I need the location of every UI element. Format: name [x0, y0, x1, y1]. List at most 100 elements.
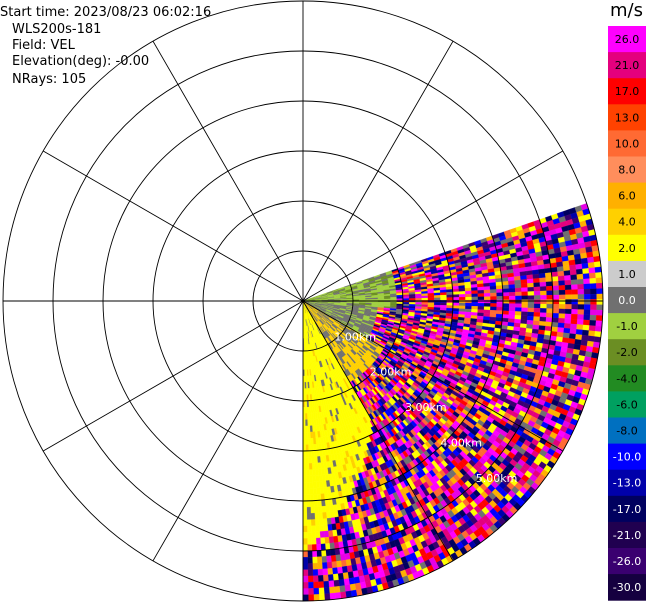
velocity-cell [312, 562, 318, 570]
velocity-cell [434, 302, 441, 306]
velocity-cell [307, 563, 313, 570]
velocity-cell [520, 275, 528, 281]
velocity-cell [311, 462, 316, 470]
velocity-cell [477, 296, 485, 301]
velocity-cell [306, 525, 312, 533]
velocity-cell [558, 304, 566, 310]
velocity-cell [320, 537, 326, 545]
velocity-cell [577, 304, 585, 310]
velocity-cell [306, 481, 310, 489]
velocity-cell [546, 312, 553, 318]
velocity-cell [336, 560, 342, 568]
velocity-cell [502, 288, 510, 293]
velocity-cell [427, 297, 435, 301]
velocity-cell [564, 318, 572, 325]
velocity-cell [483, 289, 491, 294]
velocity-cell [507, 276, 515, 282]
velocity-cell [313, 587, 320, 595]
velocity-cell [515, 299, 522, 304]
velocity-cell [582, 273, 590, 280]
velocity-cell [312, 481, 317, 489]
velocity-cell [502, 303, 510, 308]
velocity-cell [582, 324, 590, 331]
velocity-cell [310, 500, 315, 508]
velocity-cell [496, 303, 504, 308]
velocity-cell [552, 299, 560, 305]
velocity-cell [581, 262, 589, 270]
velocity-cell [322, 512, 327, 520]
velocity-cell [307, 425, 311, 433]
velocity-cell [307, 531, 312, 539]
velocity-cell [596, 299, 604, 305]
velocity-cell [557, 322, 565, 329]
velocity-cell [308, 456, 312, 464]
velocity-cell [377, 298, 385, 301]
velocity-cell [596, 282, 603, 289]
velocity-cell [533, 303, 541, 309]
velocity-cell [313, 594, 320, 601]
velocity-cell [583, 283, 591, 290]
velocity-cell [310, 444, 315, 451]
velocity-cell [402, 298, 410, 301]
velocity-cell [306, 513, 312, 520]
velocity-cell [490, 303, 497, 308]
velocity-cell [533, 312, 541, 318]
velocity-cell [551, 322, 559, 328]
velocity-cell [562, 260, 570, 267]
velocity-cell [483, 286, 491, 291]
velocity-cell [583, 319, 591, 326]
velocity-cell [304, 407, 308, 414]
velocity-cell [509, 299, 516, 304]
velocity-cell [546, 308, 554, 314]
velocity-cell [575, 263, 583, 270]
velocity-cell [540, 299, 547, 305]
velocity-cell [452, 288, 460, 293]
velocity-cell [527, 315, 534, 321]
velocity-cell [564, 279, 572, 286]
velocity-cell [502, 295, 510, 301]
velocity-cell [309, 475, 314, 483]
velocity-cell [583, 288, 591, 295]
velocity-cell [577, 278, 584, 285]
velocity-cell [313, 494, 318, 501]
velocity-cell [415, 302, 422, 305]
velocity-cell [490, 296, 497, 301]
velocity-cell [540, 308, 547, 314]
velocity-cell [318, 587, 325, 595]
velocity-cell [465, 296, 472, 301]
velocity-cell [490, 306, 497, 311]
velocity-cell [581, 334, 589, 342]
velocity-cell [308, 450, 312, 458]
velocity-cell [310, 450, 315, 458]
velocity-cell [521, 295, 529, 300]
velocity-cell [305, 432, 309, 439]
velocity-cell [539, 312, 547, 318]
velocity-cell [514, 283, 522, 289]
velocity-cell [322, 574, 329, 582]
velocity-cell [307, 569, 314, 577]
velocity-cell [315, 531, 321, 539]
velocity-cell [307, 538, 312, 545]
velocity-cell [306, 494, 311, 502]
velocity-cell [558, 317, 566, 324]
velocity-cell [326, 555, 332, 563]
velocity-cell [332, 573, 339, 581]
velocity-cell [501, 281, 509, 286]
velocity-cell [307, 544, 313, 552]
velocity-cell [308, 444, 312, 452]
velocity-cell [563, 270, 571, 276]
velocity-cell [325, 549, 331, 557]
velocity-cell [465, 299, 472, 304]
velocity-cell [558, 285, 566, 291]
velocity-cell [326, 561, 333, 569]
velocity-cell [307, 581, 314, 589]
velocity-cell [508, 310, 516, 316]
velocity-cell [484, 296, 491, 301]
velocity-cell [308, 463, 313, 470]
velocity-cell [390, 296, 397, 300]
velocity-cell [304, 419, 308, 427]
velocity-cell [544, 272, 553, 278]
velocity-cell [539, 316, 547, 322]
velocity-cell [311, 531, 317, 539]
velocity-cell [471, 309, 478, 313]
